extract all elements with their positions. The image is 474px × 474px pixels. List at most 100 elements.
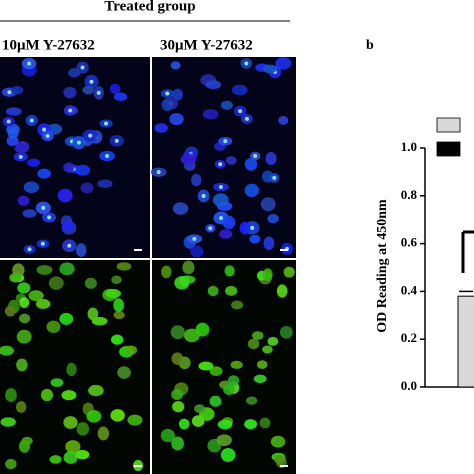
nucleus-spot <box>18 154 23 159</box>
nucleus <box>172 401 185 413</box>
y-tick-label: 0.2 <box>401 330 417 345</box>
nucleus <box>75 164 91 176</box>
nucleus <box>154 123 168 133</box>
nucleus <box>262 268 273 282</box>
nucleus <box>28 290 44 302</box>
nucleus <box>220 100 233 110</box>
nucleus-spot <box>244 116 249 121</box>
nucleus <box>194 404 206 413</box>
nucleus <box>260 197 276 212</box>
nucleus-spot <box>7 90 12 95</box>
nucleus <box>5 458 17 470</box>
nucleus <box>125 345 138 355</box>
nucleus <box>276 284 288 298</box>
nucleus <box>202 109 219 120</box>
nucleus <box>66 362 77 377</box>
nucleus <box>80 182 94 194</box>
nucleus-spot <box>192 236 197 241</box>
nucleus <box>274 455 285 465</box>
nucleus <box>63 416 78 429</box>
nucleus-spot <box>80 65 85 70</box>
group-label: Treated group <box>104 0 195 14</box>
nucleus <box>252 331 264 341</box>
nucleus <box>217 419 233 430</box>
y-tick-label: 0.0 <box>401 378 417 393</box>
nucleus <box>205 80 222 90</box>
nucleus <box>216 434 232 446</box>
nucleus <box>171 436 184 451</box>
nucleus <box>48 276 64 290</box>
nucleus-spot <box>201 194 206 199</box>
nucleus <box>223 384 235 395</box>
nucleus-spot <box>250 225 255 230</box>
nucleus <box>61 390 77 401</box>
nucleus <box>76 422 90 436</box>
nucleus <box>265 151 277 165</box>
nucleus-spot <box>272 175 277 180</box>
nucleus <box>207 285 219 297</box>
bar <box>457 295 474 388</box>
nucleus <box>182 260 195 275</box>
nucleus-spot <box>47 215 52 220</box>
nucleus <box>19 313 31 324</box>
nucleus-spot <box>27 61 32 66</box>
nucleus <box>36 299 51 309</box>
nucleus <box>59 262 75 276</box>
nucleus <box>113 311 125 320</box>
nucleus-spot <box>165 91 170 96</box>
nucleus <box>19 297 30 308</box>
nucleus <box>65 440 81 454</box>
nucleus <box>68 68 81 78</box>
nucleus <box>116 262 132 271</box>
nucleus <box>244 157 258 171</box>
nucleus <box>6 123 20 136</box>
y-tick-label: 1.0 <box>401 139 417 154</box>
nucleus <box>117 366 131 379</box>
nucleus <box>84 277 97 289</box>
nucleus <box>16 358 28 372</box>
nucleus <box>191 173 202 187</box>
nucleus <box>22 209 37 218</box>
nucleus <box>75 449 90 460</box>
nucleus <box>178 418 190 430</box>
nucleus <box>171 389 184 400</box>
nucleus-spot <box>27 247 32 252</box>
nucleus <box>0 417 16 427</box>
y-axis-label: OD Reading at 450nm <box>375 199 390 333</box>
nucleus <box>278 115 289 125</box>
nucleus-spot <box>88 133 93 138</box>
nucleus <box>212 193 229 207</box>
nucleus <box>75 243 87 258</box>
nucleus <box>198 361 214 371</box>
nucleus <box>267 336 279 346</box>
nucleus <box>249 234 261 244</box>
nucleus-spot <box>45 134 50 139</box>
nucleus <box>111 275 122 285</box>
nucleus-spot <box>96 90 101 95</box>
nucleus <box>36 265 53 275</box>
nucleus <box>161 265 172 279</box>
nucleus <box>239 221 251 235</box>
nucleus <box>279 326 293 339</box>
nucleus <box>190 245 204 258</box>
nucleus-spot <box>29 118 34 123</box>
nucleus-spot <box>68 108 73 113</box>
nucleus <box>172 202 189 215</box>
nucleus <box>224 265 235 277</box>
nucleus <box>87 307 99 321</box>
nucleus <box>174 276 190 290</box>
nucleus <box>50 378 64 387</box>
y-tick-label: 0.8 <box>401 187 418 202</box>
nucleus <box>17 282 31 294</box>
nucleus <box>62 221 75 232</box>
nucleus <box>5 388 17 403</box>
nucleus <box>256 360 268 369</box>
nucleus-spot <box>156 170 161 175</box>
nucleus-spot <box>223 139 228 144</box>
nucleus <box>169 113 184 126</box>
nucleus <box>9 272 21 283</box>
nucleus <box>6 107 22 116</box>
nucleus <box>247 338 260 350</box>
nucleus <box>11 85 24 95</box>
nucleus <box>21 436 33 445</box>
